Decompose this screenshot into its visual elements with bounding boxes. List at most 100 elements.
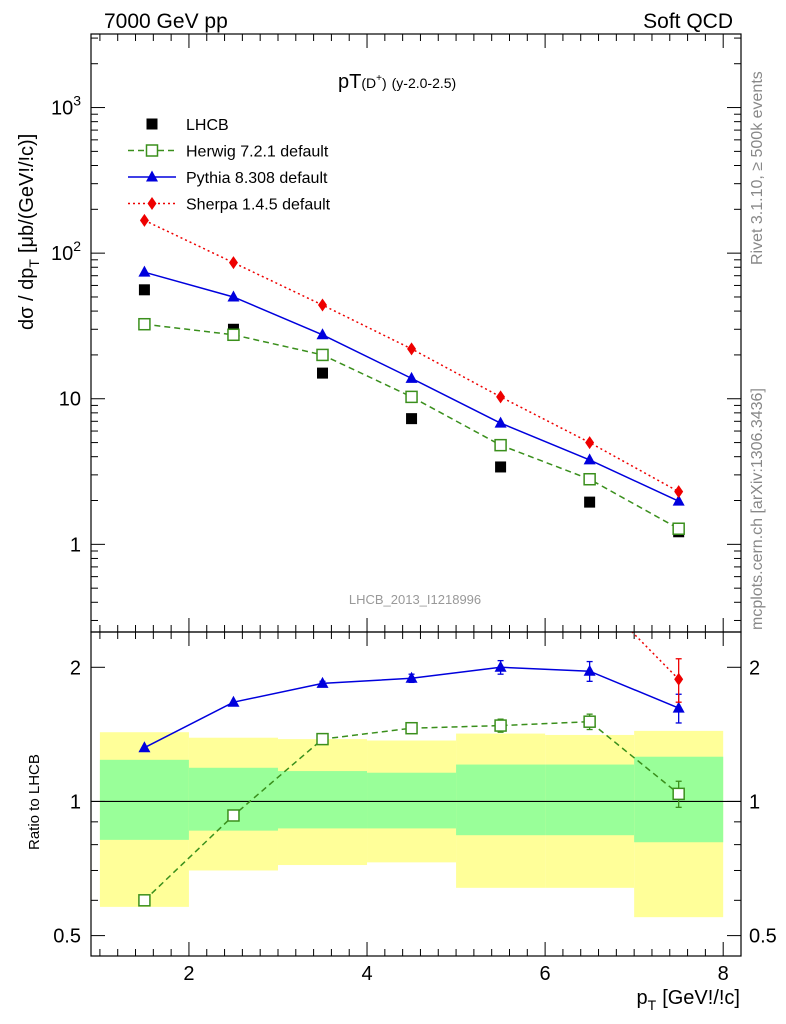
legend-label: Pythia 8.308 default <box>186 170 328 187</box>
data-point <box>317 367 329 379</box>
main-title: pT(D+) (y-2.0-2.5) <box>338 71 456 93</box>
data-point <box>584 496 596 508</box>
data-point <box>583 472 596 486</box>
x-tick-label: 4 <box>361 963 372 985</box>
header-left: 7000 GeV pp <box>104 10 228 33</box>
main-y-axis-label: dσ / dpT [μb/(GeV!/!c)] <box>16 134 42 330</box>
legend-entry: Pythia 8.308 default <box>128 170 328 187</box>
ylabel-main: dσ / dp <box>16 268 38 330</box>
main-y-ticks <box>91 34 741 632</box>
ratio-series <box>138 582 685 907</box>
main-series <box>138 213 685 538</box>
stat-uncertainty-band <box>367 772 457 829</box>
legend-marker <box>145 144 159 157</box>
title-sub: (D <box>361 75 376 91</box>
legend-marker <box>146 118 158 130</box>
title-sub-close: ) <box>382 75 387 91</box>
data-point <box>138 317 151 331</box>
series-line <box>144 219 680 493</box>
y-tick-label: 1 <box>70 534 81 556</box>
analysis-watermark: LHCB_2013_I1218996 <box>349 592 481 607</box>
y-tick-label: 103 <box>51 93 81 120</box>
ratio-point <box>405 721 418 735</box>
ratio-point <box>585 582 594 595</box>
data-point <box>139 213 149 227</box>
ratio-y-tick-label-right: 0.5 <box>749 926 777 948</box>
data-point <box>318 298 328 312</box>
legend-entry: Sherpa 1.4.5 default <box>128 197 331 214</box>
xlabel-main: p <box>637 987 648 1009</box>
ratio-y-tick-label-left: 1 <box>70 791 81 813</box>
ratio-point <box>316 732 329 746</box>
ratio-line <box>631 632 680 680</box>
legend-marker <box>146 170 158 182</box>
data-point <box>227 328 240 342</box>
xlabel-sub: T <box>648 997 657 1013</box>
series-line <box>144 271 679 502</box>
data-point <box>227 290 240 302</box>
ratio-point <box>672 701 685 713</box>
data-point <box>674 485 684 499</box>
data-point <box>407 342 417 356</box>
ratio-point <box>672 787 685 801</box>
stat-uncertainty-band <box>456 764 546 836</box>
x-tick-label: 8 <box>718 963 729 985</box>
data-point <box>316 328 329 340</box>
y-tick-label: 10 <box>59 389 81 411</box>
stat-uncertainty-band <box>545 764 635 836</box>
ratio-series-sherpa-1-4-5-default <box>585 582 684 703</box>
header-right: Soft QCD <box>643 10 733 33</box>
mcplots-label: mcplots.cern.ch [arXiv:1306.3436] <box>749 388 766 630</box>
data-point <box>672 494 685 506</box>
ratio-ticks <box>91 632 741 956</box>
ratio-point <box>583 715 596 728</box>
ratio-y-axis-label: Ratio to LHCB <box>26 754 43 850</box>
ylabel-units: [μb/(GeV!/!c)] <box>16 134 38 253</box>
legend-entry: LHCB <box>146 117 229 134</box>
data-point <box>583 453 596 465</box>
data-point <box>138 284 150 296</box>
legend-entry: Herwig 7.2.1 default <box>128 144 329 161</box>
rivet-label: Rivet 3.1.10, ≥ 500k events <box>749 71 766 265</box>
ylabel-sub: T <box>26 259 42 268</box>
title-main: pT <box>338 71 361 93</box>
data-point <box>405 390 418 404</box>
ratio-y-tick-label-right: 2 <box>749 657 760 679</box>
ratio-point <box>227 809 240 822</box>
ratio-point <box>494 660 507 672</box>
series-sherpa-1-4-5-default <box>139 213 684 499</box>
ratio-y-tick-label-left: 0.5 <box>53 926 81 948</box>
ratio-point <box>494 719 507 732</box>
ratio-frame <box>90 631 742 957</box>
xlabel-units: [GeV!/!c] <box>662 987 740 1009</box>
ratio-y-tick-label-right: 1 <box>749 791 760 813</box>
data-point <box>406 413 418 425</box>
ratio-series-pythia-8-308-default <box>138 659 685 753</box>
data-point <box>672 522 685 535</box>
x-axis-label: pT [GeV!/!c] <box>637 987 741 1013</box>
data-point <box>496 390 506 404</box>
data-point <box>495 461 507 473</box>
ratio-point <box>583 664 596 676</box>
ratio-point <box>405 671 418 683</box>
ratio-series-herwig-7-2-1-default <box>138 713 685 907</box>
legend-label: Sherpa 1.4.5 default <box>186 197 331 214</box>
series-herwig-7-2-1-default <box>138 317 685 535</box>
data-point <box>494 438 507 452</box>
title-extra: (y-2.0-2.5) <box>392 75 457 91</box>
ratio-point <box>138 741 151 753</box>
ratio-bands <box>99 730 724 918</box>
data-point <box>585 436 595 450</box>
x-tick-label: 2 <box>183 963 194 985</box>
x-tick-labels: 2 4 6 8 <box>183 963 728 985</box>
data-point <box>228 256 238 270</box>
data-point <box>405 371 418 383</box>
title-sup: + <box>376 73 382 84</box>
ratio-point <box>138 894 151 907</box>
ratio-point <box>227 695 240 707</box>
legend-marker <box>147 197 157 210</box>
y-tick-label: 102 <box>51 238 81 265</box>
ratio-y-tick-label-left: 2 <box>70 657 81 679</box>
